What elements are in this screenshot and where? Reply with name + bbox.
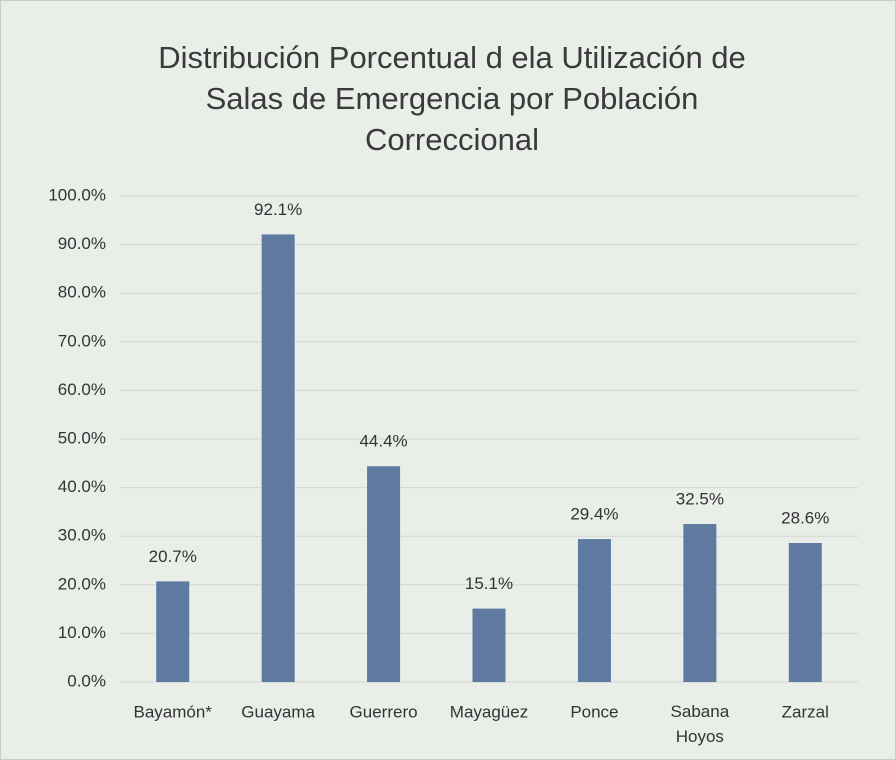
x-tick-label: Mayagüez	[450, 702, 528, 721]
data-label: 15.1%	[465, 574, 513, 593]
data-label: 28.6%	[781, 508, 829, 527]
bar	[577, 539, 611, 682]
x-tick-label: Guerrero	[350, 702, 418, 721]
x-tick-label: Bayamón*	[133, 702, 212, 721]
y-tick-label: 0.0%	[67, 671, 106, 690]
y-tick-label: 40.0%	[58, 477, 106, 496]
chart-title: Distribución Porcentual d ela Utilizació…	[158, 40, 746, 75]
x-tick-label: Ponce	[570, 702, 618, 721]
y-tick-label: 10.0%	[58, 623, 106, 642]
y-tick-label: 20.0%	[58, 574, 106, 593]
data-label: 44.4%	[359, 432, 407, 451]
data-label: 29.4%	[570, 505, 618, 524]
x-tick-label: Guayama	[241, 702, 315, 721]
y-tick-label: 90.0%	[58, 234, 106, 253]
y-tick-label: 30.0%	[58, 526, 106, 545]
bar	[683, 524, 717, 682]
y-tick-label: 80.0%	[58, 283, 106, 302]
bar	[788, 543, 822, 682]
chart-title: Salas de Emergencia por Población	[206, 81, 699, 116]
data-label: 32.5%	[676, 490, 724, 509]
bar	[367, 466, 401, 682]
y-tick-label: 60.0%	[58, 380, 106, 399]
bar	[261, 234, 295, 683]
bar	[472, 608, 506, 682]
x-tick-label: Sabana Hoyos	[671, 702, 730, 746]
y-tick-label: 100.0%	[48, 185, 106, 204]
chart-title: Correccional	[365, 122, 539, 157]
x-tick-label: Zarzal	[782, 702, 829, 721]
data-label: 92.1%	[254, 200, 302, 219]
bar	[156, 581, 190, 682]
data-label: 20.7%	[149, 547, 197, 566]
y-tick-label: 70.0%	[58, 331, 106, 350]
y-tick-label: 50.0%	[58, 428, 106, 447]
